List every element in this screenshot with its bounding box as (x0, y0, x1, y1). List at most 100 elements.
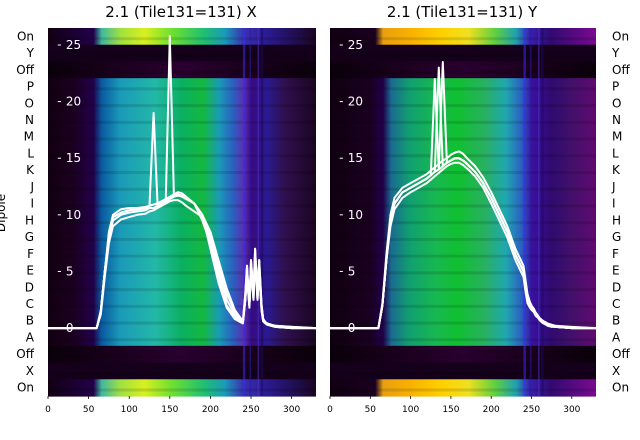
heatmap-row-1-9 (330, 178, 596, 196)
y-tick-label-1-1: 5 (348, 264, 356, 278)
heatmap-row-1-17 (330, 312, 596, 330)
heatmap-row-0-21 (48, 379, 316, 397)
heatmap-row-0-13 (48, 245, 316, 263)
heatmap-row-shade-1-19 (330, 355, 596, 359)
dipole-label-0-13: F (27, 247, 34, 261)
dipole-label-0-12: G (25, 230, 34, 244)
heatmap-row-shade-0-4 (48, 104, 316, 108)
y-tick-label-0-4: 20 (66, 95, 81, 109)
dipole-label-0-20: X (26, 364, 34, 378)
heatmap-row-shade-1-14 (330, 271, 596, 275)
dipole-label-1-3: P (612, 80, 619, 94)
heatmap-row-shade-0-7 (48, 154, 316, 158)
dipole-label-1-4: O (612, 96, 621, 110)
x-tick-label-0-6: 300 (283, 405, 300, 415)
heatmap-row-0-18 (48, 329, 316, 347)
dipole-label-1-9: J (611, 180, 616, 194)
heatmap-row-1-19 (330, 345, 596, 364)
heatmap-row-shade-1-6 (330, 137, 596, 141)
heatmap-row-0-4 (48, 94, 316, 113)
x-tick-label-1-6: 300 (563, 405, 580, 415)
dipole-label-0-17: B (26, 314, 34, 328)
heatmap-row-shade-0-21 (48, 388, 316, 392)
heatmap-row-1-6 (330, 128, 596, 146)
heatmap-row-shade-0-15 (48, 288, 316, 292)
heatmap-row-1-1 (330, 44, 596, 63)
dipole-label-1-7: L (612, 146, 619, 160)
heatmap-row-shade-1-7 (330, 154, 596, 158)
x-tick-label-1-2: 100 (402, 405, 419, 415)
heatmap-row-1-12 (330, 228, 596, 247)
dipole-label-1-13: F (612, 247, 619, 261)
y-tick-label-1-5: 25 (348, 38, 363, 52)
dipole-label-1-2: Off (612, 63, 630, 77)
dipole-label-0-11: H (25, 213, 34, 227)
panel-x-title: 2.1 (Tile131=131) X (105, 3, 256, 21)
dipole-label-1-21: On (612, 381, 629, 395)
series-line-1-5 (330, 61, 596, 330)
dipole-label-0-4: O (25, 96, 34, 110)
dipole-label-1-10: I (612, 197, 616, 211)
heatmap-streak-1-2 (537, 28, 540, 396)
x-tick-label-0-5: 250 (242, 405, 259, 415)
heatmap-row-1-15 (330, 278, 596, 297)
heatmap-row-0-20 (48, 362, 316, 380)
heatmap-row-shade-1-21 (330, 388, 596, 392)
x-tick-label-0-4: 200 (202, 405, 219, 415)
heatmap-row-0-16 (48, 295, 316, 313)
heatmap-row-1-8 (330, 161, 596, 180)
heatmap-row-0-5 (48, 111, 316, 129)
dipole-label-1-11: H (612, 213, 621, 227)
heatmap-row-shade-1-9 (330, 187, 596, 191)
heatmap-row-shade-0-19 (48, 355, 316, 359)
dipole-label-1-18: A (612, 330, 621, 344)
y-tick-label-1-2: 10 (348, 208, 363, 222)
heatmap-row-0-7 (48, 145, 316, 163)
dipole-label-1-5: N (612, 113, 621, 127)
dipole-label-1-6: M (612, 130, 622, 144)
heatmap-row-0-11 (48, 212, 316, 230)
dipole-label-1-12: G (612, 230, 621, 244)
heatmap-row-0-15 (48, 278, 316, 297)
heatmap-row-shade-0-13 (48, 254, 316, 258)
dipole-label-0-10: I (30, 197, 34, 211)
heatmap-streak-0-2 (257, 28, 260, 396)
heatmap-row-0-10 (48, 195, 316, 213)
y-axis-label: Dipole (0, 194, 8, 232)
heatmap-row-shade-1-12 (330, 237, 596, 241)
heatmap-row-shade-0-5 (48, 120, 316, 124)
dipole-label-1-16: C (612, 297, 620, 311)
x-tick-label-1-3: 150 (442, 405, 459, 415)
heatmap-row-0-12 (48, 228, 316, 247)
x-tick-label-0-0: 0 (45, 405, 51, 415)
heatmap-row-shade-0-3 (48, 87, 316, 91)
heatmap-row-shade-0-6 (48, 137, 316, 141)
heatmap-row-shade-0-12 (48, 237, 316, 241)
heatmap-row-shade-1-10 (330, 204, 596, 208)
heatmap-row-shade-1-15 (330, 288, 596, 292)
heatmap-row-shade-1-8 (330, 171, 596, 175)
x-tick-label-1-4: 200 (483, 405, 500, 415)
dipole-label-0-18: A (26, 330, 35, 344)
heatmap-row-1-14 (330, 262, 596, 280)
x-tick-label-0-3: 150 (161, 405, 178, 415)
heatmap-streak-0-0 (242, 28, 246, 396)
heatmap-row-1-11 (330, 212, 596, 230)
heatmap-row-0-19 (48, 345, 316, 364)
heatmap-row-shade-1-18 (330, 338, 596, 342)
dipole-label-0-14: E (26, 264, 34, 278)
dipole-label-0-7: L (27, 146, 34, 160)
heatmap-row-1-5 (330, 111, 596, 129)
heatmap-row-shade-1-13 (330, 254, 596, 258)
heatmap-row-1-10 (330, 195, 596, 213)
dipole-label-1-1: Y (611, 46, 620, 60)
y-tick-label-1-4: 20 (348, 95, 363, 109)
x-tick-label-1-5: 250 (523, 405, 540, 415)
dipole-label-0-16: C (26, 297, 34, 311)
heatmap-row-0-2 (48, 61, 316, 79)
heatmap-row-shade-0-14 (48, 271, 316, 275)
x-tick-label-0-1: 50 (83, 405, 95, 415)
dipole-label-0-21: On (17, 381, 34, 395)
dipole-label-0-2: Off (16, 63, 34, 77)
